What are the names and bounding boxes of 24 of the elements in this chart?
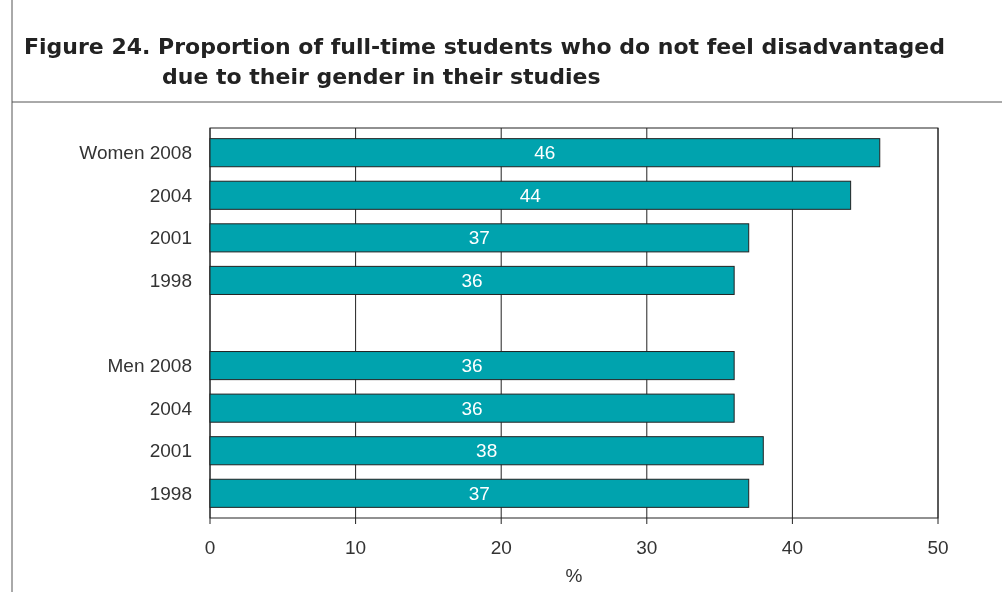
data-label: 44 [519,184,542,206]
y-tick-label: Women 2008 [79,142,192,164]
chart-title: Figure 24. Proportion of full-time students who do not feel disadvantaged due to their gender in their studies [24,34,946,89]
y-tick-label: 2001 [149,440,192,462]
y-tick-label: Men 2008 [107,355,192,377]
data-label: 36 [461,270,483,292]
y-tick-label: 2004 [149,184,193,206]
x-tick-label: 10 [345,537,367,558]
data-label: 38 [476,440,498,462]
data-label: 37 [468,227,490,249]
y-tick-label: 1998 [149,482,192,504]
y-tick-label: 2004 [149,397,193,419]
x-tick-label: 0 [204,537,216,558]
data-label: 37 [468,482,490,504]
data-label: 36 [461,397,483,419]
y-tick-label: 2001 [149,227,192,249]
x-axis-title: % [565,565,583,586]
x-tick-label: 30 [636,537,658,558]
data-label: 46 [534,142,556,164]
y-tick-label: 1998 [149,270,192,292]
x-tick-label: 20 [490,537,512,558]
x-tick-label: 40 [781,537,803,558]
data-label: 36 [461,355,483,377]
x-tick-label: 50 [927,537,949,558]
